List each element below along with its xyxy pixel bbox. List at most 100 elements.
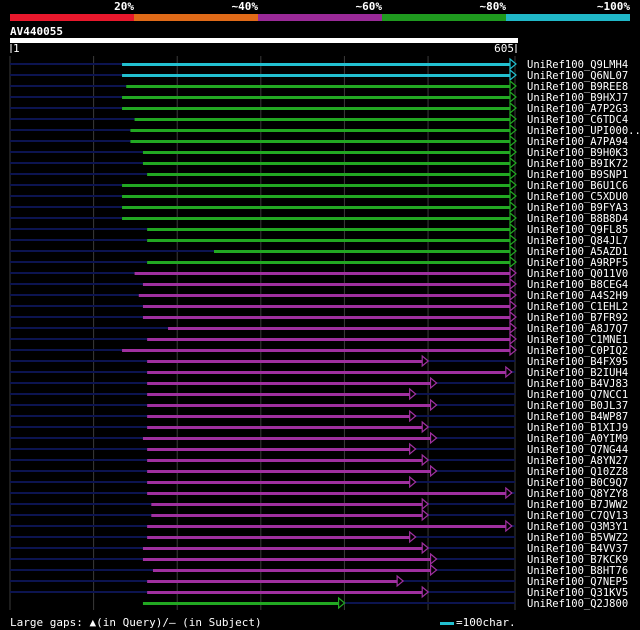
hit-arrowhead xyxy=(429,398,438,412)
hit-name: UniRef100_Q84JL7 xyxy=(527,235,628,247)
hit-name: UniRef100_B5VWZ2 xyxy=(527,532,628,544)
hit-name: UniRef100_A7P2G3 xyxy=(527,103,628,115)
hit-name: UniRef100_Q10ZZ8 xyxy=(527,466,628,478)
hit-arrowhead xyxy=(421,508,430,522)
hit-arrowhead xyxy=(421,420,430,434)
hit-arrowhead xyxy=(509,134,517,148)
identity-legend-bar xyxy=(10,14,630,21)
hit-bar xyxy=(147,470,431,473)
hit-arrowhead xyxy=(429,552,438,566)
hit-name: UniRef100_B8CEG4 xyxy=(527,279,628,291)
hit-name: UniRef100_Q9LMH4 xyxy=(527,59,628,71)
hit-arrowhead xyxy=(509,244,517,258)
hit-name: UniRef100_A5AZD1 xyxy=(527,246,628,258)
hit-arrowhead xyxy=(509,332,517,346)
ruler-start-label: 1 xyxy=(13,42,20,55)
hit-bar xyxy=(142,162,511,165)
query-ruler xyxy=(10,38,518,43)
hit-bar xyxy=(142,602,339,605)
hit-bar xyxy=(147,580,398,583)
hit-bar xyxy=(142,151,511,154)
hit-bar xyxy=(147,382,431,385)
hit-name: UniRef100_C5XDU0 xyxy=(527,191,628,203)
hit-name: UniRef100_B8B8D4 xyxy=(527,213,628,225)
hit-name: UniRef100_B4WP87 xyxy=(527,411,628,423)
hit-bar xyxy=(147,536,410,539)
hit-bar xyxy=(147,360,423,363)
hit-bar xyxy=(147,459,423,462)
hit-arrowhead xyxy=(509,123,517,137)
hit-bar xyxy=(142,547,423,550)
hit-bar xyxy=(147,481,410,484)
hit-arrowhead xyxy=(509,211,517,225)
hit-bar xyxy=(151,514,423,517)
hit-arrowhead xyxy=(409,409,417,423)
hit-arrowhead xyxy=(509,145,517,159)
hit-name: UniRef100_B1XIJ9 xyxy=(527,422,628,434)
hit-name: UniRef100_A4S2H9 xyxy=(527,290,628,302)
hit-bar xyxy=(147,492,506,495)
hit-arrowhead xyxy=(509,266,517,280)
hit-name: UniRef100_B9FYA3 xyxy=(527,202,628,214)
hit-name: UniRef100_Q8YZY8 xyxy=(527,488,628,500)
hit-bar xyxy=(147,393,410,396)
hit-arrowhead xyxy=(509,167,517,181)
hit-bar xyxy=(122,74,510,77)
legend-label: ~40% xyxy=(231,0,259,13)
hit-name: UniRef100_B2IUH4 xyxy=(527,367,628,379)
hit-arrowhead xyxy=(421,354,430,368)
scale-swatch-icon xyxy=(440,621,454,625)
hit-name: UniRef100_B9HXJ7 xyxy=(527,92,628,104)
hit-arrowhead xyxy=(509,277,517,291)
hit-name: UniRef100_A8YN27 xyxy=(527,455,628,467)
hit-bar xyxy=(151,503,423,506)
hit-name: UniRef100_Q7NG44 xyxy=(527,444,628,456)
hit-name: UniRef100_A8J7Q7 xyxy=(527,323,628,335)
legend-segment xyxy=(258,14,382,21)
hit-name: UniRef100_B9H0K3 xyxy=(527,147,628,159)
hit-bar xyxy=(122,184,510,187)
legend-label: ~100% xyxy=(596,0,630,13)
hit-bar xyxy=(147,404,431,407)
hit-arrowhead xyxy=(409,442,417,456)
hit-bar xyxy=(147,415,410,418)
hit-arrowhead xyxy=(429,376,438,390)
hit-bar xyxy=(142,305,511,308)
hit-arrowhead xyxy=(429,464,438,478)
hit-name: UniRef100_Q9FL85 xyxy=(527,224,628,236)
scale-legend: =100char. xyxy=(440,616,516,629)
hit-arrowhead xyxy=(509,255,517,269)
hit-arrowhead xyxy=(509,90,517,104)
hit-arrowhead xyxy=(505,486,513,500)
legend-segment xyxy=(134,14,258,21)
legend-segment xyxy=(506,14,630,21)
hit-arrowhead xyxy=(509,321,517,335)
hit-name: UniRef100_C1EHL2 xyxy=(527,301,628,313)
hit-arrowhead xyxy=(509,79,517,93)
hit-name: UniRef100_UPI000.. xyxy=(527,125,640,137)
query-name: AV440055 xyxy=(10,25,63,38)
hit-arrowhead xyxy=(429,431,438,445)
hit-name: UniRef100_B9REE8 xyxy=(527,81,628,93)
hit-arrowhead xyxy=(421,453,430,467)
hit-arrowhead xyxy=(421,497,430,511)
hit-bar xyxy=(147,591,423,594)
hit-name: UniRef100_C6TDC4 xyxy=(527,114,628,126)
hit-arrowhead xyxy=(409,387,417,401)
hit-bar xyxy=(214,250,510,253)
hit-arrowhead xyxy=(509,288,517,302)
hit-arrowhead xyxy=(505,365,513,379)
hit-bar xyxy=(138,294,510,297)
hit-arrowhead xyxy=(509,156,517,170)
hit-bar xyxy=(130,129,511,132)
legend-segment xyxy=(10,14,134,21)
hit-name: UniRef100_C0PIQ2 xyxy=(527,345,628,357)
hit-arrowhead xyxy=(509,189,517,203)
hit-name: UniRef100_Q7NCC1 xyxy=(527,389,628,401)
hit-name: UniRef100_Q31KV5 xyxy=(527,587,628,599)
hit-name: UniRef100_B6U1C6 xyxy=(527,180,628,192)
hit-bar xyxy=(147,371,506,374)
hit-arrowhead xyxy=(509,112,517,126)
hit-bar xyxy=(147,338,510,341)
hit-bar xyxy=(147,228,510,231)
